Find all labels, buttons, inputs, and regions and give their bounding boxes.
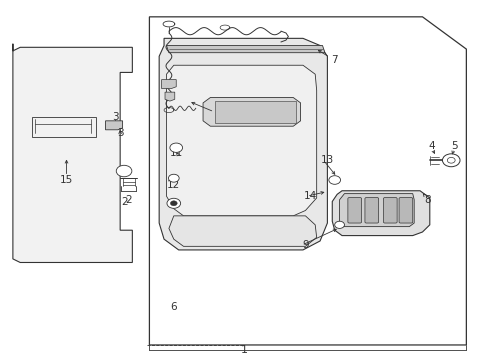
Circle shape [328,176,340,184]
Polygon shape [168,216,316,246]
Circle shape [166,198,180,208]
Text: 7: 7 [331,55,337,65]
Polygon shape [105,121,122,130]
Circle shape [168,174,179,182]
Text: 9: 9 [302,239,308,249]
Polygon shape [203,98,300,126]
Text: 12: 12 [167,180,180,190]
Bar [215,101,295,123]
FancyBboxPatch shape [383,198,396,223]
Circle shape [334,221,344,228]
Bar [32,117,96,137]
Circle shape [442,154,459,167]
Polygon shape [339,194,413,226]
Text: 1: 1 [241,345,247,355]
FancyBboxPatch shape [347,198,361,223]
Circle shape [169,143,182,152]
Text: 15: 15 [60,175,73,185]
Polygon shape [159,39,327,250]
Text: 10: 10 [216,111,229,121]
Polygon shape [166,65,316,216]
Polygon shape [161,80,176,89]
Polygon shape [331,191,429,235]
Polygon shape [13,44,132,262]
Polygon shape [166,45,325,53]
Text: 6: 6 [170,302,177,312]
Polygon shape [164,92,174,101]
FancyBboxPatch shape [398,198,412,223]
Text: 2: 2 [125,195,131,205]
Text: 4: 4 [428,141,435,151]
Text: 11: 11 [169,148,183,158]
Text: 3: 3 [117,129,123,138]
Text: 3: 3 [112,112,119,122]
Circle shape [170,201,177,206]
Text: 2: 2 [122,197,128,207]
Circle shape [447,157,454,163]
FancyBboxPatch shape [364,198,378,223]
Text: 13: 13 [320,155,333,165]
Text: 5: 5 [450,141,457,151]
Text: 14: 14 [303,191,316,201]
Circle shape [116,165,132,177]
Text: 8: 8 [423,195,430,205]
